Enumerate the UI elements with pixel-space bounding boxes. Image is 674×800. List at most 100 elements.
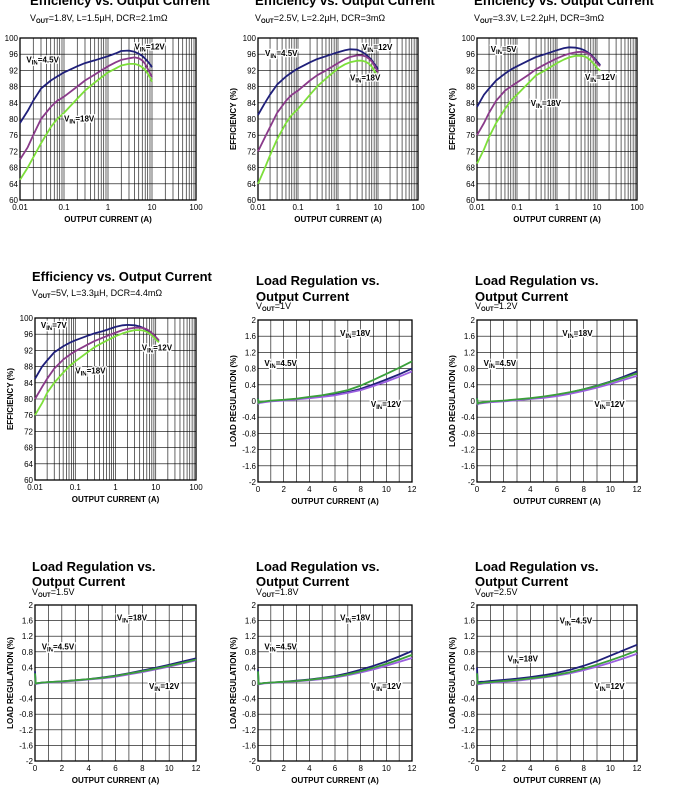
series-annotation: VIN=4.5V (484, 359, 517, 370)
y-tick-label: 60 (24, 476, 33, 485)
series-line (476, 50, 601, 136)
series-annotation-rest: =18V (574, 329, 594, 338)
series-annotation: VIN=12V (594, 400, 625, 411)
series-line (476, 54, 601, 164)
series-annotation-sub: IN (154, 687, 160, 693)
y-tick-label: 0 (471, 397, 476, 406)
series-annotation-rest: =4.5V (495, 359, 517, 368)
series-annotation-sub: IN (590, 78, 596, 84)
y-tick-label: 0.8 (464, 648, 476, 657)
y-tick-label: 1.2 (245, 632, 257, 641)
grid-lines (477, 320, 637, 482)
x-tick-label: 2 (501, 485, 506, 494)
series-annotation-rest: =18V (351, 329, 371, 338)
y-tick-label: 68 (24, 444, 33, 453)
grid-lines (477, 605, 637, 761)
y-tick-label: -0.8 (461, 429, 475, 438)
series-annotation-v: V (42, 642, 48, 651)
series-line (476, 649, 638, 685)
y-axis-label: EFFICIENCY (%) (6, 368, 15, 430)
series-annotation: VIN=5V (491, 45, 517, 56)
chart-subtitle-sub: OUT (262, 593, 275, 599)
series-annotation-v: V (41, 321, 47, 330)
series-annotation-v: V (75, 366, 81, 375)
x-tick-label: 6 (113, 764, 118, 773)
x-tick-label: 2 (281, 764, 286, 773)
y-tick-label: 0.8 (22, 648, 34, 657)
y-tick-label: -2 (249, 478, 257, 487)
x-tick-label: 0.01 (27, 483, 43, 492)
y-tick-label: 76 (24, 411, 33, 420)
x-tick-label: 4 (528, 764, 533, 773)
y-tick-label: 88 (466, 83, 475, 92)
series-annotation-rest: =18V (87, 366, 107, 375)
series-annotation-rest: =12V (382, 400, 402, 409)
series-annotation-sub: IN (47, 647, 53, 653)
y-tick-label: 0 (252, 397, 257, 406)
x-tick-label: 2 (501, 764, 506, 773)
series-annotation-v: V (340, 329, 346, 338)
series-annotation-v: V (531, 99, 537, 108)
x-tick-label: 100 (189, 203, 203, 212)
y-tick-label: 84 (466, 99, 475, 108)
chart-title-line: Load Regulation vs. (256, 559, 380, 574)
y-tick-label: 1.2 (245, 348, 257, 357)
series-annotation-v: V (350, 74, 356, 83)
chart-subtitle-v: V (256, 301, 262, 311)
y-tick-label: -1.2 (242, 726, 256, 735)
series-line (19, 63, 153, 181)
series-annotation-sub: IN (81, 371, 87, 377)
series-annotation-sub: IN (565, 622, 571, 628)
y-tick-label: 88 (9, 83, 18, 92)
x-axis-label: OUTPUT CURRENT (A) (291, 776, 379, 785)
x-tick-label: 0.01 (12, 203, 28, 212)
x-axis-label: OUTPUT CURRENT (A) (72, 495, 160, 504)
series-annotation-sub: IN (270, 364, 276, 370)
series-annotation: VIN=18V (117, 614, 148, 625)
chart-subtitle: VOUT=2.5V (475, 587, 517, 599)
y-tick-label: -1.2 (242, 446, 256, 455)
x-tick-label: 1 (106, 203, 111, 212)
series-annotation-rest: =18V (128, 614, 148, 623)
chart-subtitle: VOUT=1V (256, 301, 291, 313)
series-annotation-v: V (560, 617, 566, 626)
y-tick-label: 80 (24, 395, 33, 404)
series-annotation-sub: IN (147, 348, 153, 354)
y-tick-label: 0 (29, 679, 34, 688)
chart-subtitle-sub: OUT (36, 19, 49, 25)
y-axis-label: EFFICIENCY (%) (448, 88, 457, 150)
series-annotation-rest: =4.5V (53, 642, 75, 651)
x-tick-label: 12 (408, 485, 417, 494)
x-tick-label: 0.1 (292, 203, 304, 212)
series-annotation-sub: IN (69, 119, 75, 125)
grid-lines (258, 605, 412, 761)
y-tick-label: 64 (24, 460, 33, 469)
y-tick-label: -0.8 (19, 710, 33, 719)
chart-title-line: Output Current (475, 289, 569, 304)
series-annotation-v: V (491, 45, 497, 54)
x-tick-label: 0.1 (70, 483, 82, 492)
y-axis-label: EFFICIENCY (%) (229, 88, 238, 150)
series-annotation-v: V (142, 343, 148, 352)
y-tick-label: 60 (466, 196, 475, 205)
series-annotation-rest: =12V (596, 73, 616, 82)
y-tick-label: 1.6 (464, 332, 476, 341)
x-tick-label: 12 (633, 764, 642, 773)
series-annotation-sub: IN (122, 619, 128, 625)
series-line (476, 372, 638, 405)
chart-title-line: Load Regulation vs. (475, 559, 599, 574)
x-axis-label: OUTPUT CURRENT (A) (64, 215, 152, 224)
chart-title-line: Output Current (475, 574, 569, 589)
x-axis-label: OUTPUT CURRENT (A) (513, 497, 601, 506)
chart-subtitle-rest: =1.8V (275, 587, 299, 597)
series-annotation-v: V (585, 73, 591, 82)
y-tick-label: 0.4 (22, 663, 34, 672)
series-annotation-sub: IN (46, 326, 52, 332)
x-tick-label: 10 (606, 764, 615, 773)
y-tick-label: 100 (5, 34, 19, 43)
y-tick-label: 0.4 (464, 381, 476, 390)
series-line (34, 329, 160, 416)
series-annotation-sub: IN (513, 660, 519, 666)
